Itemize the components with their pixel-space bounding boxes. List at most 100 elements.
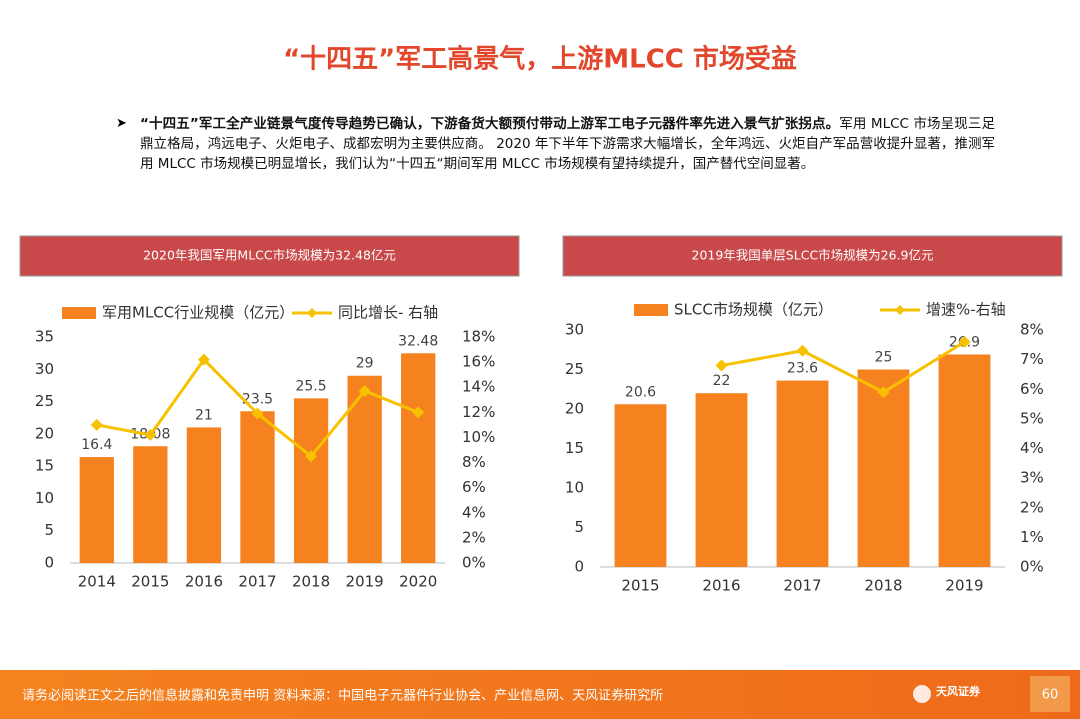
x-tick-label: 2018 — [864, 577, 902, 595]
data-label: 16.4 — [81, 437, 112, 453]
bar — [938, 354, 991, 567]
bar — [79, 457, 114, 563]
line-marker — [958, 335, 971, 348]
data-label: 20.6 — [625, 384, 656, 400]
data-label: 25 — [875, 350, 893, 366]
line-marker — [715, 359, 728, 372]
y2-tick-label: 5% — [1020, 409, 1044, 427]
y-tick-label: 5 — [574, 518, 584, 536]
line-marker — [197, 353, 210, 366]
line-marker — [251, 407, 264, 420]
legend-marker — [895, 305, 905, 315]
y2-tick-label: 12% — [462, 403, 495, 421]
x-tick-label: 2020 — [399, 573, 437, 591]
chart-header: 2020年我国军用MLCC市场规模为32.48亿元 — [143, 248, 396, 263]
y-tick-label: 25 — [565, 360, 584, 378]
line-marker — [305, 450, 318, 463]
bar — [133, 446, 168, 563]
data-label: 23.5 — [242, 391, 273, 407]
y2-tick-label: 8% — [462, 453, 486, 471]
y2-tick-label: 8% — [1020, 321, 1044, 339]
x-tick-label: 2016 — [702, 577, 740, 595]
y2-tick-label: 7% — [1020, 350, 1044, 368]
legend-swatch — [634, 304, 668, 316]
x-tick-label: 2014 — [78, 573, 116, 591]
legend-swatch — [62, 307, 96, 319]
y2-tick-label: 0% — [462, 554, 486, 572]
page-number-box — [1030, 676, 1070, 712]
line-marker — [877, 386, 890, 399]
bar — [776, 380, 829, 567]
data-label: 32.48 — [398, 333, 438, 349]
x-tick-label: 2015 — [621, 577, 659, 595]
y-tick-label: 25 — [35, 392, 54, 410]
logo-text: 天风证券 — [936, 684, 981, 698]
y-tick-label: 0 — [574, 558, 584, 576]
y-tick-label: 5 — [44, 521, 54, 539]
y-tick-label: 20 — [565, 400, 584, 418]
y-tick-label: 10 — [35, 489, 54, 507]
y2-tick-label: 3% — [1020, 469, 1044, 487]
bullet-text: 军用 MLCC 市场呈现三足鼎立格局，鸿远电子、火炬电子、成都宏明为主要供应商。… — [140, 116, 995, 172]
bar — [186, 427, 222, 563]
y-tick-label: 30 — [565, 321, 584, 339]
y-tick-label: 10 — [565, 479, 584, 497]
y2-tick-label: 4% — [1020, 439, 1044, 457]
line-marker — [90, 418, 103, 431]
line-marker — [358, 384, 371, 397]
y-tick-label: 15 — [35, 457, 54, 475]
y2-tick-label: 6% — [462, 478, 486, 496]
data-label: 22 — [713, 373, 731, 389]
data-label: 29 — [356, 356, 374, 372]
slide-title: “十四五”军工高景气，上游MLCC 市场受益 — [283, 44, 797, 75]
legend-label: 军用MLCC行业规模（亿元） — [102, 304, 294, 322]
bullet-lead: “十四五”军工全产业链景气度传导趋势已确认，下游备货大额预付带动上游军工电子元器… — [140, 116, 840, 132]
data-label: 23.6 — [787, 361, 818, 377]
y-tick-label: 35 — [35, 328, 54, 346]
data-label: 21 — [195, 407, 213, 423]
y2-tick-label: 18% — [462, 328, 495, 346]
x-tick-label: 2015 — [131, 573, 169, 591]
y-tick-label: 20 — [35, 424, 54, 442]
bar — [401, 353, 436, 563]
y2-tick-label: 14% — [462, 378, 495, 396]
bullet-paragraph: “十四五”军工全产业链景气度传导趋势已确认，下游备货大额预付带动上游军工电子元器… — [140, 114, 995, 174]
x-tick-label: 2018 — [292, 573, 330, 591]
legend-label: SLCC市场规模（亿元） — [674, 301, 833, 319]
line-marker — [412, 406, 425, 419]
line-marker — [796, 344, 809, 357]
y-tick-label: 30 — [35, 360, 54, 378]
line-marker — [144, 428, 157, 441]
y-tick-label: 0 — [44, 554, 54, 572]
x-tick-label: 2019 — [346, 573, 384, 591]
y2-tick-label: 0% — [1020, 558, 1044, 576]
y-tick-label: 15 — [565, 439, 584, 457]
y2-tick-label: 2% — [1020, 498, 1044, 516]
data-label: 25.5 — [295, 378, 326, 394]
chart-header-box — [19, 235, 520, 277]
legend-label: 同比增长- 右轴 — [338, 304, 438, 322]
x-tick-label: 2017 — [238, 573, 276, 591]
legend-label: 增速%-右轴 — [926, 301, 1006, 319]
y2-tick-label: 2% — [462, 528, 486, 546]
bullet-marker: ➤ — [116, 116, 127, 131]
y2-tick-label: 16% — [462, 353, 495, 371]
logo-icon — [913, 685, 931, 703]
x-tick-label: 2019 — [945, 577, 983, 595]
legend-marker — [307, 308, 317, 318]
chart-header-box — [562, 235, 1063, 277]
bar — [614, 404, 667, 567]
y2-tick-label: 6% — [1020, 380, 1044, 398]
line — [721, 340, 966, 394]
page-number: 60 — [1042, 688, 1059, 703]
footer-text: 请务必阅读正文之后的信息披露和免责申明 资料来源：中国电子元器件行业协会、产业信… — [22, 688, 663, 704]
chart-header: 2019年我国单层SLCC市场规模为26.9亿元 — [692, 248, 934, 263]
y2-tick-label: 4% — [462, 503, 486, 521]
y2-tick-label: 10% — [462, 428, 495, 446]
bar — [240, 411, 275, 563]
bar — [695, 393, 748, 567]
bar — [857, 369, 910, 567]
x-tick-label: 2017 — [783, 577, 821, 595]
